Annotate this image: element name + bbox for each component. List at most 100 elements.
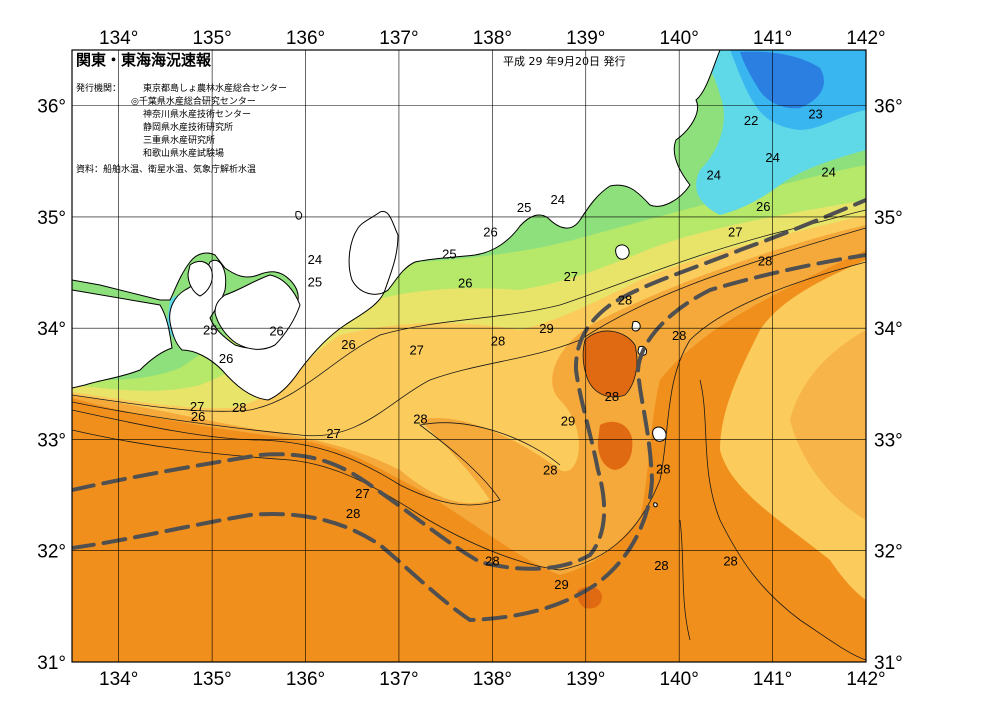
issuer-5: 三重県水産研究所 xyxy=(143,134,215,146)
lon-label-top: 134° xyxy=(99,28,138,49)
land-shikoku xyxy=(72,289,173,389)
contour-value-label: 22 xyxy=(744,113,758,128)
contour-value-label: 26 xyxy=(219,351,233,366)
lat-label-right: 36° xyxy=(874,97,903,118)
contour-value-label: 28 xyxy=(543,462,557,477)
lat-label-left: 35° xyxy=(37,208,66,229)
contour-value-label: 28 xyxy=(413,411,427,426)
lon-label-bottom: 136° xyxy=(286,669,325,690)
isotherm-28-east xyxy=(699,379,866,661)
graticule xyxy=(72,50,866,662)
lon-label-top: 139° xyxy=(566,28,605,49)
lon-label-top: 140° xyxy=(660,28,699,49)
contour-value-label: 24 xyxy=(765,150,779,165)
contour-value-label: 26 xyxy=(341,337,355,352)
contour-value-label: 26 xyxy=(756,199,770,214)
contour-value-label: 25 xyxy=(517,200,531,215)
kuroshio-north-edge xyxy=(72,198,866,571)
contour-value-label: 25 xyxy=(442,247,456,262)
issuer-2: ◎千葉県水産総合研究センター xyxy=(131,95,256,107)
lat-label-left: 31° xyxy=(37,653,66,674)
map-title: 関東・東海海況速報 xyxy=(76,51,212,69)
lat-label-left: 34° xyxy=(37,319,66,340)
lat-labels-left: 36° 35° 34° 33° 32° 31° xyxy=(37,97,66,674)
isotherm-lines xyxy=(72,209,866,661)
lon-label-top: 141° xyxy=(753,28,792,49)
land-izu-oshima xyxy=(615,244,630,260)
land-hachijo xyxy=(652,426,667,442)
issuers-label: 発行機関： xyxy=(76,82,121,94)
lon-labels-top: 134° 135° 136° 137° 138° 139° 140° 141° 142° xyxy=(99,28,886,49)
issue-date: 平成 29 年9月20日 発行 xyxy=(503,54,625,68)
lat-label-right: 33° xyxy=(874,430,903,451)
lon-label-bottom: 139° xyxy=(566,669,605,690)
land-aogashima xyxy=(653,502,658,508)
contour-value-label: 27 xyxy=(728,224,742,239)
contour-value-label: 27 xyxy=(355,486,369,501)
contour-value-label: 29 xyxy=(554,577,568,592)
lat-label-left: 36° xyxy=(37,97,66,118)
lon-label-top: 142° xyxy=(846,28,885,49)
land-sado-like-islet xyxy=(295,211,303,220)
issuer-1: 東京都島しょ農林水産総合センター xyxy=(143,82,287,94)
lon-label-top: 136° xyxy=(286,28,325,49)
isotherm-28 xyxy=(72,261,866,571)
contour-value-label: 26 xyxy=(458,276,472,291)
contour-value-label: 28 xyxy=(618,292,632,307)
issuer-3: 神奈川県水産技術センター xyxy=(143,108,251,120)
land-kii-peninsula xyxy=(214,274,301,350)
contour-value-label: 28 xyxy=(723,554,737,569)
lat-label-right: 34° xyxy=(874,319,903,340)
contour-value-label: 25 xyxy=(308,274,322,289)
map-frame xyxy=(71,49,867,663)
sea-east-28-area xyxy=(790,330,866,520)
contour-value-label: 24 xyxy=(308,252,322,267)
lon-label-bottom: 140° xyxy=(660,669,699,690)
lon-label-bottom: 142° xyxy=(846,669,885,690)
isotherm-27 xyxy=(72,409,561,506)
contour-value-label: 25 xyxy=(203,322,217,337)
contour-value-label: 28 xyxy=(656,461,670,476)
isotherm-29 xyxy=(582,330,638,398)
contour-value-label: 28 xyxy=(232,400,246,415)
issuer-6: 和歌山県水産試験場 xyxy=(143,147,224,159)
contour-value-label: 24 xyxy=(707,168,721,183)
contour-value-label: 24 xyxy=(821,164,835,179)
contour-value-label: 28 xyxy=(491,333,505,348)
contour-value-label: 29 xyxy=(561,414,575,429)
lon-label-bottom: 137° xyxy=(379,669,418,690)
contour-value-label: 28 xyxy=(485,554,499,569)
contour-value-label: 27 xyxy=(190,399,204,414)
contour-value-label: 27 xyxy=(564,269,578,284)
contour-value-label: 28 xyxy=(605,389,619,404)
contour-value-label: 23 xyxy=(808,106,822,121)
contour-value-label: 24 xyxy=(551,192,565,207)
kuroshio-south-edge xyxy=(72,253,866,623)
lat-label-left: 32° xyxy=(37,542,66,563)
isotherm-28-south xyxy=(679,519,691,641)
contour-value-label: 26 xyxy=(483,224,497,239)
sea-29-core-area xyxy=(583,330,637,397)
contour-value-label: 28 xyxy=(672,328,686,343)
land-island-1 xyxy=(631,320,641,332)
lon-label-bottom: 141° xyxy=(753,669,792,690)
land xyxy=(72,50,721,508)
header-block: 関東・東海海況速報 平成 29 年9月20日 発行 発行機関： 東京都島しょ農林… xyxy=(76,51,625,175)
isotherm-25 xyxy=(72,209,866,412)
contour-value-label: 27 xyxy=(326,426,340,441)
lat-label-left: 33° xyxy=(37,430,66,451)
contour-value-label: 28 xyxy=(758,253,772,268)
sea-29-core-area-2 xyxy=(597,421,633,470)
sea-20-21-area xyxy=(740,51,824,109)
contour-value-label: 29 xyxy=(539,321,553,336)
data-source: 資料：船舶水温、衛星水温、気象庁解析水温 xyxy=(76,163,256,175)
contour-value-label: 26 xyxy=(269,323,283,338)
contour-value-label: 28 xyxy=(654,558,668,573)
lon-label-bottom: 134° xyxy=(99,669,138,690)
lat-label-right: 31° xyxy=(874,653,903,674)
kuroshio-axis xyxy=(72,198,866,623)
lon-labels-bottom: 134° 135° 136° 137° 138° 139° 140° 141° 142° xyxy=(99,669,886,690)
lon-label-bottom: 138° xyxy=(473,669,512,690)
lon-label-top: 138° xyxy=(473,28,512,49)
